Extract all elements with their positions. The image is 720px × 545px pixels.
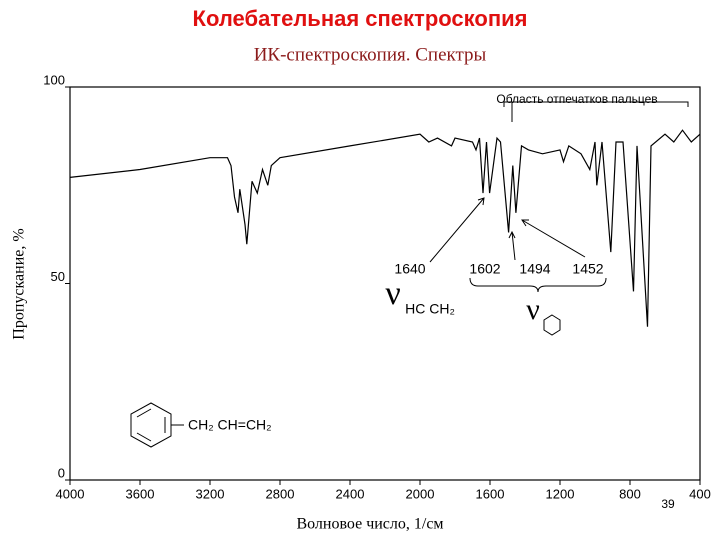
brace (469, 277, 607, 293)
annotation: HC CH₂ (405, 301, 455, 317)
annotation: ν (526, 293, 540, 326)
benzene-ring (130, 402, 172, 448)
x-axis-label: Волновое число, 1/см (296, 516, 443, 533)
annotation: CH₂ CH=CH₂ (188, 417, 272, 433)
annotation: 1640 (394, 261, 425, 277)
annotation: Область отпечатков пальцев (496, 92, 657, 106)
y-tick-label: 50 (51, 269, 65, 284)
spectrum-line (69, 129, 701, 327)
x-tick-label: 2000 (406, 486, 435, 501)
arrow-1640 (429, 197, 485, 263)
annotation: 1602 (469, 261, 500, 277)
x-tick-label: 3200 (196, 486, 225, 501)
y-tick-label: 0 (58, 465, 65, 480)
annotation: 1494 (519, 261, 550, 277)
slide-subtitle: ИК-спектроскопия. Спектры (254, 44, 487, 65)
y-tick-label: 100 (43, 72, 65, 87)
x-tick-label: 400 (689, 486, 711, 501)
x-tick-label: 800 (619, 486, 641, 501)
x-tick-label: 2400 (336, 486, 365, 501)
annotation-graphics (130, 101, 689, 448)
slide-title: Колебательная спектроскопия (193, 6, 528, 31)
x-tick-label: 1600 (476, 486, 505, 501)
fingerprint-bracket (503, 101, 689, 122)
annotation: ν (385, 275, 400, 312)
benzene-bonds (136, 408, 166, 442)
annotation: 39 (661, 497, 675, 511)
x-tick-label: 3600 (126, 486, 155, 501)
x-tick-label: 4000 (56, 486, 85, 501)
x-tick-label: 1200 (546, 486, 575, 501)
benzene-ring-small (543, 314, 561, 336)
x-tick-label: 2800 (266, 486, 295, 501)
arrow-1494 (508, 230, 516, 261)
arrow-1452 (521, 219, 586, 258)
annotation: 1452 (572, 261, 603, 277)
y-axis-label: Пропускание, % (11, 228, 28, 339)
